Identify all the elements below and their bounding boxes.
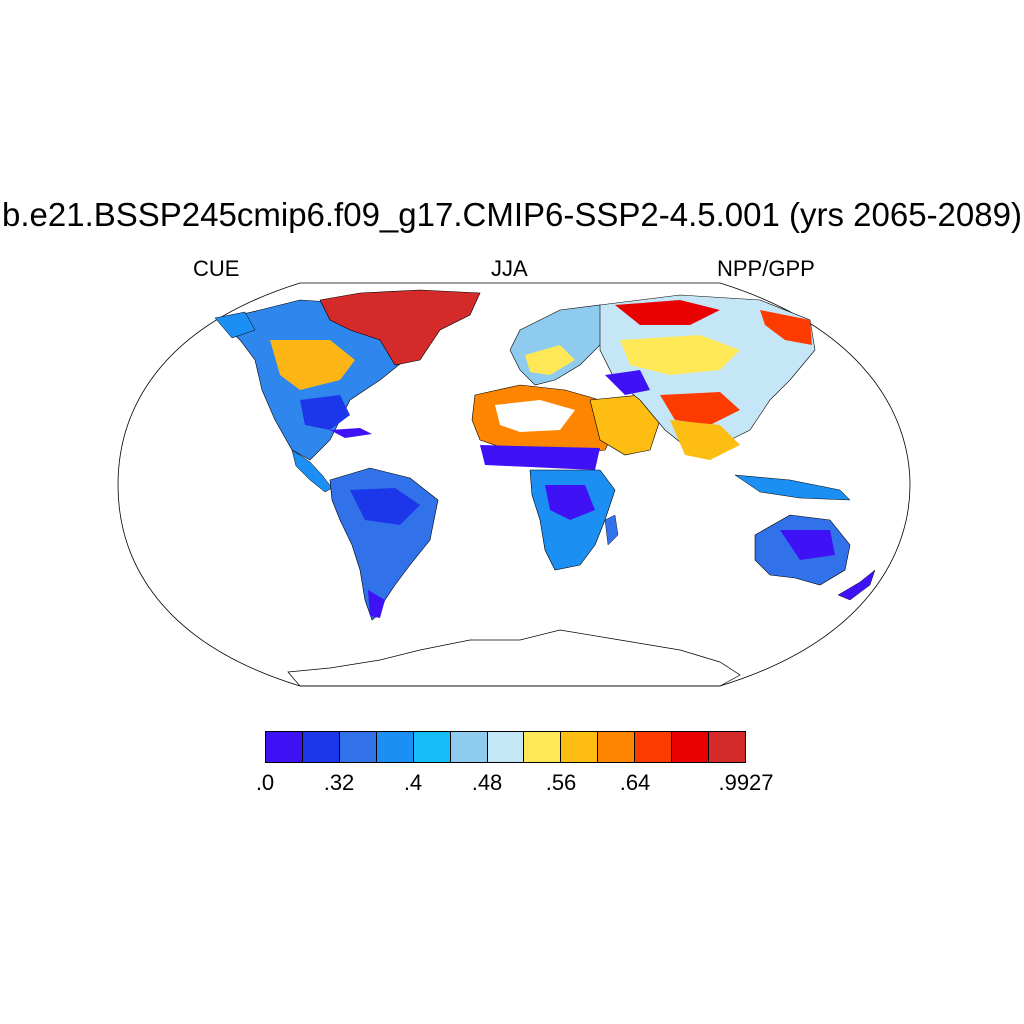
colorbar-swatch	[339, 732, 377, 762]
madagascar	[604, 514, 619, 546]
colorbar-swatch	[598, 732, 636, 762]
caribbean	[330, 428, 372, 438]
colorbar-tick-label: .32	[323, 770, 355, 795]
europe-warm	[525, 345, 575, 375]
colorbar-tick-label: .56	[545, 770, 577, 795]
colorbar-swatch	[524, 732, 562, 762]
colorbar-tick-label: .0	[255, 770, 275, 795]
east-siberia	[760, 310, 812, 345]
south-asia	[670, 420, 740, 460]
colorbar-swatch	[635, 732, 673, 762]
colorbar-tick-label: .4	[403, 770, 423, 795]
colorbar-tick-label: .64	[619, 770, 651, 795]
new-zealand	[837, 569, 876, 601]
colorbar-swatch	[672, 732, 710, 762]
inner-australia	[780, 530, 835, 560]
caspian-region	[605, 370, 650, 395]
plot-title: b.e21.BSSP245cmip6.f09_g17.CMIP6-SSP2-4.…	[2, 196, 1022, 233]
alaska	[214, 311, 256, 339]
central-america	[291, 449, 333, 493]
greenland	[319, 289, 481, 366]
season-label: JJA	[491, 256, 528, 281]
congo-region	[545, 485, 595, 520]
colorbar-tick-label: .9927	[718, 770, 774, 795]
east-us-region	[300, 395, 350, 430]
colorbar-swatch	[266, 732, 303, 762]
antarctica-coast	[287, 629, 741, 687]
indonesia	[734, 474, 851, 501]
patagonia	[368, 590, 385, 618]
siberia-hot	[615, 300, 720, 325]
colorbar-swatch	[376, 732, 414, 762]
central-asia-warm	[620, 335, 740, 375]
colorbar-tick-label: .48	[471, 770, 503, 795]
canada-warm-region	[270, 340, 355, 390]
colorbar-swatch	[413, 732, 451, 762]
sahara-gaps	[495, 400, 575, 432]
units-label: NPP/GPP	[717, 256, 815, 281]
colorbar-swatch	[709, 732, 745, 762]
tibet-region	[660, 392, 740, 425]
colorbar	[265, 731, 746, 763]
amazon-region	[350, 488, 420, 525]
colorbar-swatch	[561, 732, 599, 762]
variable-label: CUE	[193, 256, 240, 281]
colorbar-swatch	[302, 732, 340, 762]
colorbar-swatch	[487, 732, 525, 762]
sahel-band	[480, 445, 600, 470]
colorbar-swatch	[450, 732, 488, 762]
